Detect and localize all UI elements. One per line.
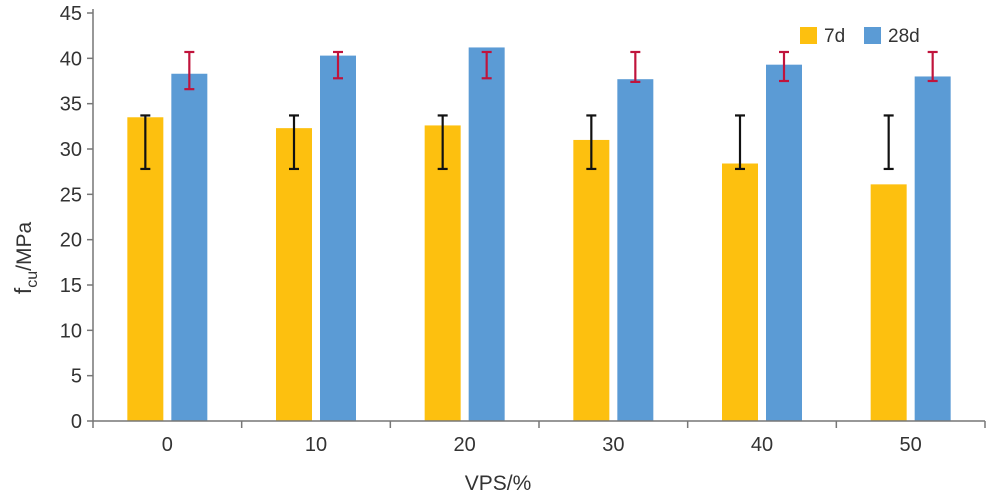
legend-label-7d: 7d	[824, 26, 845, 47]
legend-swatch-28d	[864, 27, 881, 44]
y-tick-label-25: 25	[60, 184, 82, 206]
y-tick-label-0: 0	[71, 411, 82, 433]
y-axis-title-subscript: cu	[24, 271, 41, 288]
y-tick-label-30: 30	[60, 139, 82, 161]
bar-28d-50	[914, 76, 951, 421]
bar-7d-20	[424, 125, 461, 421]
bar-28d-30	[617, 79, 654, 421]
legend: 7d 28d	[800, 26, 920, 47]
legend-label-28d: 28d	[888, 26, 920, 47]
y-tick-label-35: 35	[60, 94, 82, 116]
x-axis-title: VPS/%	[465, 472, 532, 495]
y-tick-label-5: 5	[71, 366, 82, 388]
y-tick-label-40: 40	[60, 48, 82, 70]
y-axis-title-unit: /MPa	[13, 222, 36, 271]
legend-swatch-7d	[800, 27, 817, 44]
bar-28d-10	[320, 55, 356, 421]
error-bars-layer	[140, 50, 938, 171]
x-tick-label-10: 10	[305, 434, 327, 456]
y-tick-label-15: 15	[60, 275, 82, 297]
bar-7d-10	[276, 128, 312, 421]
x-tick-label-50: 50	[900, 434, 922, 456]
x-tick-label-20: 20	[454, 434, 476, 456]
bar-7d-30	[573, 139, 610, 421]
x-tick-label-40: 40	[751, 434, 773, 456]
x-tick-label-30: 30	[602, 434, 624, 456]
bar-7d-50	[870, 184, 907, 421]
y-tick-label-45: 45	[60, 3, 82, 25]
y-axis-title: fcu/MPa	[10, 222, 41, 295]
y-tick-label-10: 10	[60, 320, 82, 342]
ticks-layer: 0 5 10 15 20 25 30 35 40 45 0 10 20 30 40 50	[60, 3, 986, 456]
x-tick-label-0: 0	[162, 434, 173, 456]
bar-28d-0	[171, 73, 208, 421]
bar-28d-20	[468, 47, 505, 421]
y-axis-title-main: f	[10, 287, 36, 294]
y-tick-label-20: 20	[60, 230, 82, 252]
bar-7d-40	[722, 163, 758, 422]
axes-layer	[92, 9, 985, 422]
bar-28d-40	[766, 64, 802, 422]
bars-layer	[127, 47, 951, 422]
